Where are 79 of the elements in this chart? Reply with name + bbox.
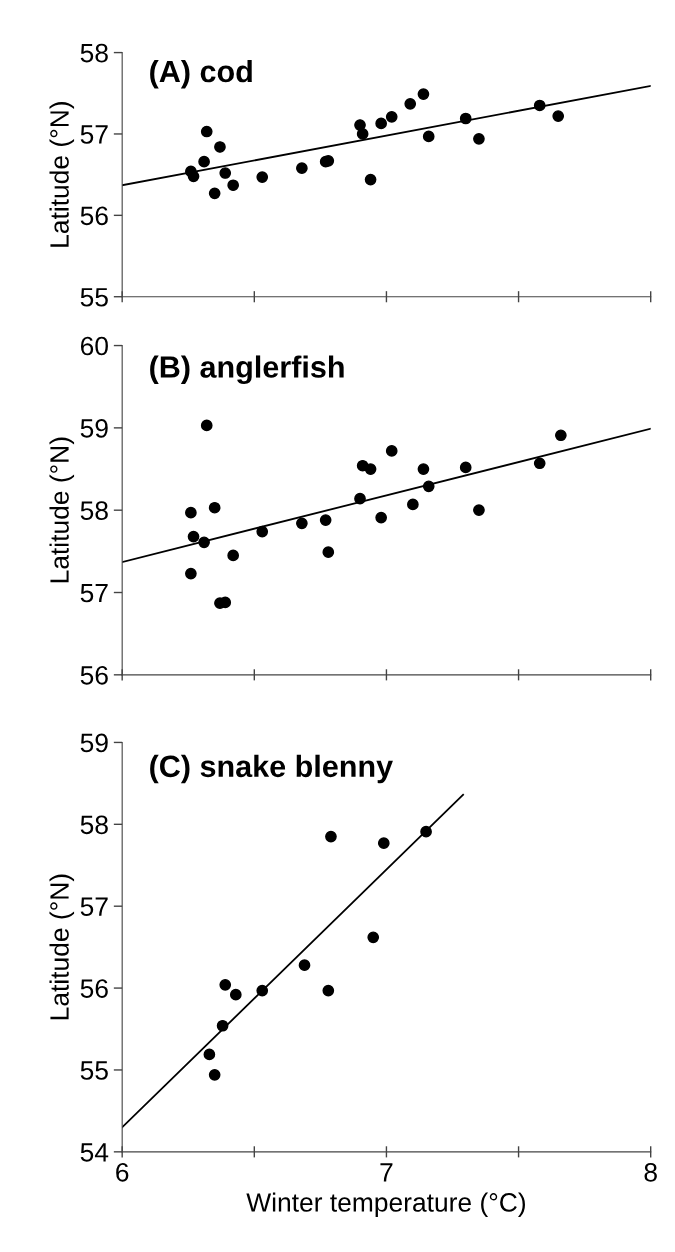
y-tick-label: 57 — [80, 583, 108, 603]
point — [404, 98, 417, 110]
point — [219, 167, 232, 179]
point — [422, 130, 435, 143]
point — [367, 931, 380, 944]
point — [354, 119, 366, 131]
y-tick-label: 57 — [80, 125, 108, 144]
point — [552, 110, 565, 122]
point — [256, 171, 269, 183]
point — [208, 501, 221, 514]
point — [256, 984, 269, 997]
point — [422, 480, 435, 493]
point — [364, 173, 377, 186]
point — [417, 463, 430, 475]
point — [298, 959, 311, 971]
point — [533, 99, 546, 112]
point — [322, 984, 335, 997]
point — [296, 517, 308, 530]
y-tick-label: 56 — [80, 206, 108, 226]
point — [203, 1048, 216, 1061]
point — [198, 536, 210, 549]
point — [200, 125, 213, 138]
point — [187, 530, 200, 543]
point — [256, 525, 269, 538]
point — [198, 155, 210, 168]
point — [214, 141, 226, 153]
point — [459, 112, 472, 125]
point — [473, 504, 485, 517]
y-tick-label: 56 — [80, 665, 108, 685]
point — [200, 419, 213, 432]
y-axis-title: Latitude (°N) — [49, 437, 75, 583]
point — [417, 88, 430, 100]
y-tick-label: 58 — [80, 815, 108, 835]
point — [208, 187, 221, 200]
point — [385, 111, 398, 123]
y-tick-label: 56 — [80, 979, 108, 998]
point — [407, 498, 419, 511]
point — [533, 457, 546, 470]
y-tick-label: 57 — [80, 897, 108, 917]
point — [319, 514, 332, 526]
point — [208, 1069, 221, 1081]
point — [377, 837, 390, 849]
point — [364, 463, 377, 475]
point — [555, 429, 567, 442]
y-tick-label: 58 — [80, 501, 108, 521]
point — [296, 162, 308, 174]
chart-title: (A) cod — [150, 59, 252, 89]
point — [375, 117, 387, 130]
y-tick-label: 58 — [80, 43, 108, 63]
point — [385, 445, 398, 457]
chart-title: (C) snake blenny — [150, 754, 393, 784]
point — [229, 988, 242, 1001]
y-axis-title: Latitude (°N) — [49, 874, 75, 1020]
x-tick-label: 8 — [644, 1162, 657, 1182]
point — [219, 978, 232, 991]
point — [375, 511, 387, 524]
y-tick-label: 54 — [80, 1143, 109, 1162]
point — [185, 506, 197, 519]
y-tick-label: 59 — [80, 419, 108, 438]
point — [227, 179, 240, 192]
x-axis-title: Winter temperature (°C) — [246, 1192, 525, 1218]
point — [473, 133, 485, 145]
point — [459, 461, 472, 474]
chart-title: (B) anglerfish — [150, 355, 344, 385]
x-tick-label: 7 — [380, 1163, 393, 1182]
y-tick-label: 55 — [80, 288, 108, 307]
point — [325, 830, 337, 843]
point — [227, 549, 240, 562]
y-tick-label: 60 — [80, 336, 108, 356]
point — [216, 1019, 229, 1032]
point — [322, 546, 335, 559]
y-tick-label: 55 — [80, 1061, 108, 1080]
point — [420, 825, 432, 838]
y-axis-title: Latitude (°N) — [49, 102, 75, 247]
y-tick-label: 59 — [80, 733, 108, 753]
point — [185, 567, 197, 580]
x-tick-label: 6 — [116, 1162, 129, 1182]
point — [354, 492, 366, 505]
point — [356, 128, 369, 140]
